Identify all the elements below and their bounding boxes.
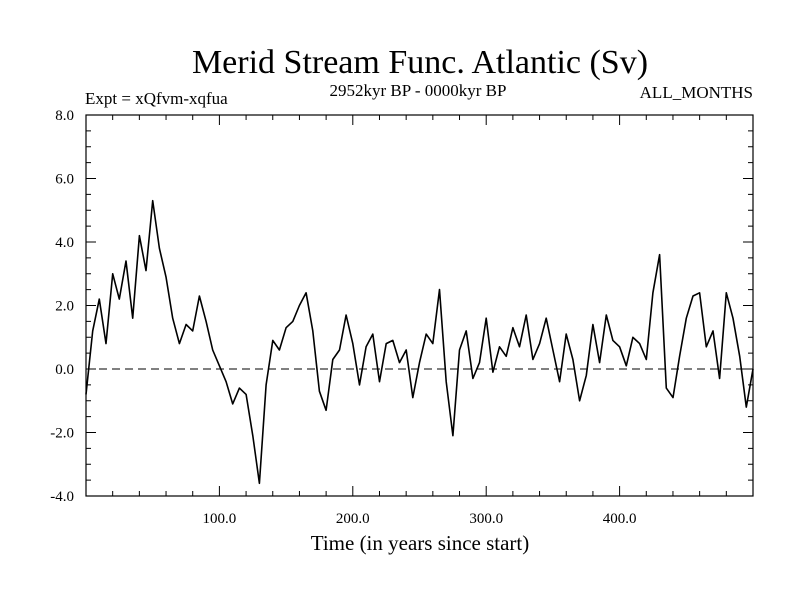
series-line [85, 199, 754, 485]
period-label: 2952kyr BP - 0000kyr BP [330, 81, 507, 100]
x-tick-label: 100.0 [203, 511, 237, 527]
x-tick-label: 300.0 [469, 511, 503, 527]
x-tick-label: 200.0 [336, 511, 370, 527]
y-tick-label: 0.0 [55, 362, 74, 378]
plot-frame [85, 114, 754, 497]
experiment-label: Expt = xQfvm-xqfua [85, 89, 228, 108]
y-tick-label: -4.0 [50, 489, 74, 505]
y-tick-label: -2.0 [50, 426, 74, 442]
y-axis-ticks: 8.0 6.0 4.0 2.0 0.0 -2.0 -4.0 [50, 108, 753, 505]
x-tick-label: 400.0 [603, 511, 637, 527]
y-tick-label: 2.0 [55, 299, 74, 315]
x-axis-ticks: 100.0 200.0 300.0 400.0 [112, 115, 727, 527]
months-label: ALL_MONTHS [640, 83, 753, 102]
x-axis-label: Time (in years since start) [311, 531, 530, 555]
chart-title: Merid Stream Func. Atlantic (Sv) [192, 44, 648, 81]
y-tick-label: 6.0 [55, 172, 74, 188]
y-tick-label: 4.0 [55, 235, 74, 251]
y-tick-label: 8.0 [55, 108, 74, 124]
